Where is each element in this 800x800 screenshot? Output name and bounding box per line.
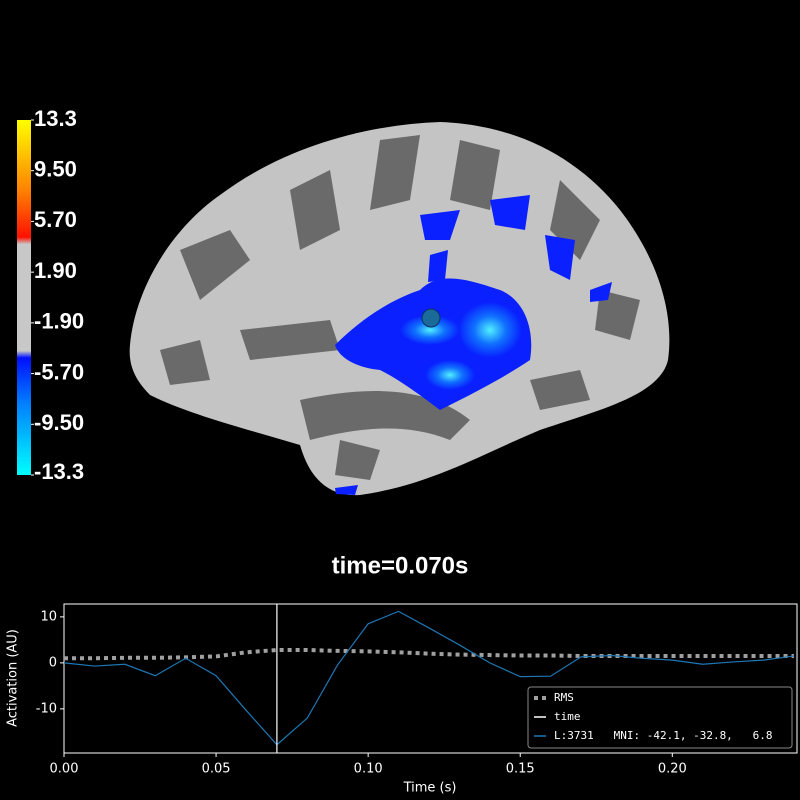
colorbar-tick-label: 9.50 xyxy=(34,157,77,182)
x-tick-label: 0.20 xyxy=(658,762,687,777)
legend-label: time xyxy=(554,710,581,723)
colorbar-tick-label: 13.3 xyxy=(34,106,77,131)
legend-label: L:3731 MNI: -42.1, -32.8, 6.8 xyxy=(554,729,773,742)
colorbar-tick-label: -1.90 xyxy=(34,309,84,334)
colorbar xyxy=(17,120,31,475)
colorbar-tick-label: -9.50 xyxy=(34,410,84,435)
y-tick-label: -10 xyxy=(36,701,57,716)
plot-frame xyxy=(63,603,798,754)
legend-label: RMS xyxy=(554,691,574,704)
x-axis-label: Time (s) xyxy=(403,781,457,796)
chart-title: time=0.070s xyxy=(332,552,469,579)
y-tick-label: 10 xyxy=(40,609,57,624)
colorbar-tick-label: -13.3 xyxy=(34,459,84,484)
colorbar-tick-label: 1.90 xyxy=(34,258,77,283)
x-tick-label: 0.15 xyxy=(506,762,535,777)
y-axis-label: Activation (AU) xyxy=(6,629,21,727)
x-tick-label: 0.00 xyxy=(50,762,79,777)
series-line xyxy=(64,647,794,661)
y-tick-label: 0 xyxy=(49,655,57,670)
brain xyxy=(129,122,670,496)
colorbar-tick-label: 5.70 xyxy=(34,207,77,232)
x-tick-label: 0.10 xyxy=(354,762,383,777)
legend-box xyxy=(527,686,793,749)
series-line xyxy=(63,610,795,746)
colorbar-tick-label: -5.70 xyxy=(34,359,84,384)
x-tick-label: 0.05 xyxy=(202,762,231,777)
